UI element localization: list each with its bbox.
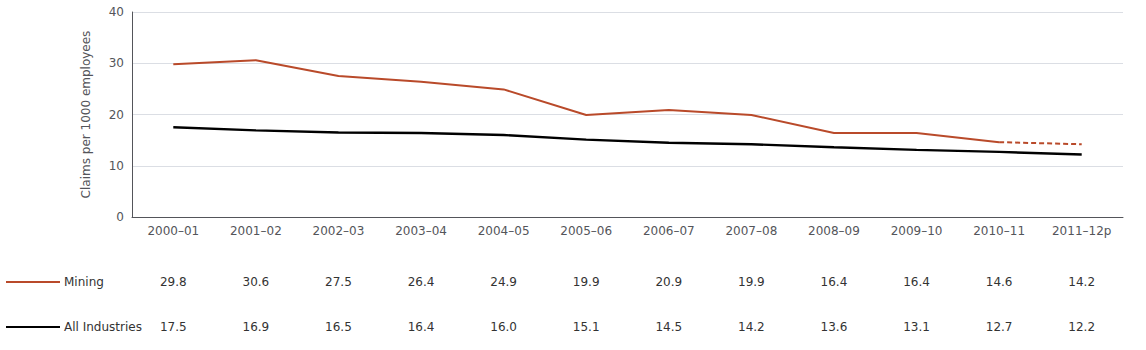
svg-text:2006–07: 2006–07 xyxy=(643,224,695,238)
svg-text:15.1: 15.1 xyxy=(573,320,600,334)
svg-text:2009–10: 2009–10 xyxy=(891,224,943,238)
svg-text:2003–04: 2003–04 xyxy=(395,224,447,238)
svg-text:24.9: 24.9 xyxy=(490,275,517,289)
svg-text:2002–03: 2002–03 xyxy=(313,224,365,238)
svg-text:2007–08: 2007–08 xyxy=(725,224,777,238)
svg-text:16.9: 16.9 xyxy=(243,320,270,334)
svg-text:0: 0 xyxy=(116,210,124,224)
svg-text:27.5: 27.5 xyxy=(325,275,352,289)
svg-text:14.5: 14.5 xyxy=(655,320,682,334)
svg-text:16.4: 16.4 xyxy=(821,275,848,289)
svg-text:2010–11: 2010–11 xyxy=(973,224,1025,238)
svg-text:2011–12p: 2011–12p xyxy=(1052,224,1111,238)
svg-text:30: 30 xyxy=(109,56,124,70)
svg-text:2004–05: 2004–05 xyxy=(478,224,530,238)
svg-text:14.6: 14.6 xyxy=(986,275,1013,289)
svg-text:13.6: 13.6 xyxy=(821,320,848,334)
svg-text:20.9: 20.9 xyxy=(655,275,682,289)
svg-text:40: 40 xyxy=(109,5,124,19)
svg-text:16.4: 16.4 xyxy=(408,320,435,334)
svg-text:16.5: 16.5 xyxy=(325,320,352,334)
svg-text:10: 10 xyxy=(109,159,124,173)
svg-text:14.2: 14.2 xyxy=(1068,275,1095,289)
svg-text:2008–09: 2008–09 xyxy=(808,224,860,238)
svg-text:13.1: 13.1 xyxy=(903,320,930,334)
svg-text:All Industries: All Industries xyxy=(64,320,142,334)
svg-text:12.2: 12.2 xyxy=(1068,320,1095,334)
svg-text:2001–02: 2001–02 xyxy=(230,224,282,238)
svg-text:12.7: 12.7 xyxy=(986,320,1013,334)
svg-text:19.9: 19.9 xyxy=(573,275,600,289)
svg-text:26.4: 26.4 xyxy=(408,275,435,289)
svg-text:17.5: 17.5 xyxy=(160,320,187,334)
svg-text:20: 20 xyxy=(109,108,124,122)
svg-text:19.9: 19.9 xyxy=(738,275,765,289)
svg-text:30.6: 30.6 xyxy=(243,275,270,289)
svg-text:14.2: 14.2 xyxy=(738,320,765,334)
svg-text:Mining: Mining xyxy=(64,275,104,289)
svg-text:2000–01: 2000–01 xyxy=(147,224,199,238)
svg-text:29.8: 29.8 xyxy=(160,275,187,289)
svg-text:Claims per 1000 employees: Claims per 1000 employees xyxy=(79,31,93,199)
svg-text:16.0: 16.0 xyxy=(490,320,517,334)
svg-text:16.4: 16.4 xyxy=(903,275,930,289)
svg-text:2005–06: 2005–06 xyxy=(560,224,612,238)
